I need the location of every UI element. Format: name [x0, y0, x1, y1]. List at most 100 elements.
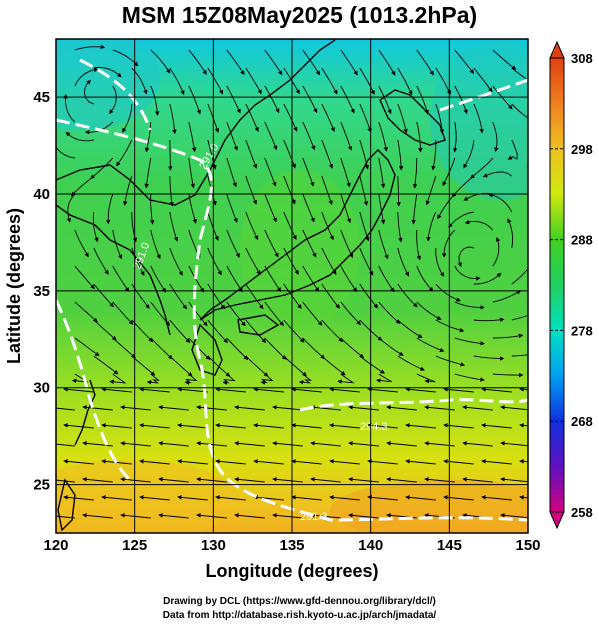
- streamline: [112, 265, 130, 293]
- streamline: [526, 163, 528, 168]
- streamline: [531, 200, 533, 230]
- streamline: [139, 495, 170, 501]
- streamline: [245, 67, 262, 95]
- streamline: [511, 314, 528, 321]
- streamline: [425, 175, 437, 206]
- streamline: [397, 211, 403, 243]
- streamline: [435, 247, 445, 277]
- streamline: [454, 85, 468, 115]
- streamline: [500, 513, 528, 519]
- streamline: [264, 301, 284, 326]
- streamline: [245, 247, 261, 275]
- streamline: [101, 423, 132, 429]
- streamline: [264, 121, 278, 151]
- streamline: [481, 495, 512, 501]
- streamline: [90, 157, 114, 179]
- streamline: [310, 441, 341, 447]
- streamline: [397, 139, 404, 171]
- streamline: [188, 193, 197, 224]
- streamline: [139, 387, 170, 393]
- streamline: [359, 175, 369, 206]
- streamline: [473, 103, 484, 134]
- streamline: [74, 44, 106, 51]
- streamline: [169, 355, 193, 377]
- y-tick-label: 30: [33, 380, 50, 397]
- streamline: [215, 387, 246, 393]
- streamline: [226, 49, 245, 76]
- streamline: [454, 265, 481, 281]
- streamline: [93, 66, 122, 78]
- streamline: [253, 387, 284, 393]
- korea-coast: [56, 204, 171, 336]
- streamline: [302, 121, 316, 151]
- streamline: [144, 157, 152, 189]
- streamline: [519, 459, 528, 464]
- streamline: [348, 405, 379, 411]
- streamline: [298, 373, 313, 385]
- streamline: [511, 354, 528, 357]
- streamline: [56, 146, 75, 159]
- streamline: [177, 387, 208, 393]
- streamline: [226, 229, 240, 258]
- streamline: [462, 477, 493, 483]
- contour-3: [299, 398, 528, 412]
- streamline: [340, 301, 362, 326]
- streamline: [492, 372, 524, 378]
- streamline: [473, 355, 505, 361]
- streamline: [462, 441, 493, 447]
- streamline: [397, 103, 408, 134]
- streamline: [116, 139, 133, 167]
- streamline: [74, 229, 89, 258]
- streamline: [416, 373, 436, 384]
- streamline: [463, 139, 475, 169]
- streamline: [511, 267, 528, 285]
- streamline: [412, 157, 418, 189]
- y-tick-label: 35: [33, 283, 50, 300]
- streamline: [340, 193, 352, 224]
- streamline: [226, 157, 237, 188]
- streamline: [329, 495, 360, 501]
- streamline: [386, 441, 417, 447]
- streamline: [416, 301, 442, 320]
- x-axis-title: Longitude (degrees): [205, 561, 378, 581]
- kyushu-island: [191, 323, 223, 376]
- y-tick-label: 40: [33, 186, 50, 203]
- streamline: [511, 67, 528, 81]
- streamline: [65, 131, 94, 142]
- streamline: [451, 175, 475, 198]
- streamline: [488, 193, 513, 213]
- streamline: [101, 495, 132, 501]
- streamline: [196, 513, 227, 519]
- x-tick-label: 125: [122, 537, 147, 554]
- streamline: [411, 193, 418, 225]
- streamline: [82, 405, 113, 411]
- credit-drawing: Drawing by DCL (https://www.gfd-dennou.o…: [163, 596, 436, 607]
- streamline: [329, 423, 360, 429]
- streamline: [207, 139, 217, 170]
- y-axis-title: Latitude (degrees): [4, 208, 24, 364]
- streamline: [56, 443, 75, 447]
- streamline: [215, 495, 246, 501]
- streamline: [56, 515, 75, 519]
- streamline: [169, 175, 174, 207]
- streamline: [234, 441, 265, 447]
- streamline: [500, 441, 528, 447]
- streamline: [348, 513, 379, 519]
- streamline: [158, 477, 189, 483]
- y-tick-label: 25: [33, 477, 50, 494]
- x-tick-label: 130: [201, 537, 226, 554]
- streamline: [222, 373, 236, 385]
- streamline: [188, 49, 207, 75]
- streamline: [196, 405, 227, 411]
- streamline: [321, 211, 334, 241]
- streamline: [492, 121, 499, 153]
- streamline: [310, 477, 341, 483]
- streamline: [272, 477, 303, 483]
- streamline: [416, 229, 422, 261]
- streamline: [146, 373, 160, 385]
- contour-label: 294.3: [360, 421, 388, 433]
- streamline: [378, 49, 396, 76]
- streamline: [302, 265, 320, 292]
- streamline: [245, 175, 257, 205]
- streamline: [56, 407, 75, 411]
